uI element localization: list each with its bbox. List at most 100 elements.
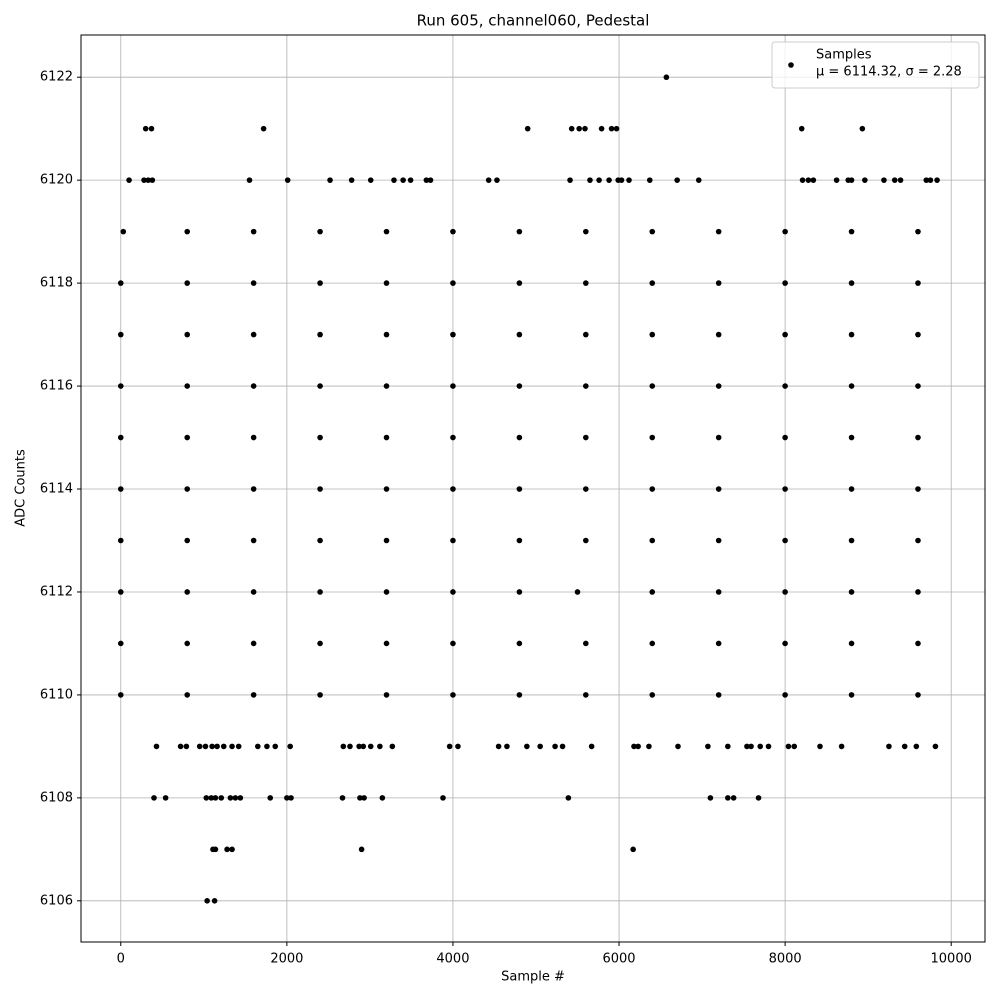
data-point — [524, 125, 531, 132]
data-point — [524, 743, 530, 750]
data-point — [250, 640, 257, 647]
data-point — [613, 125, 620, 132]
data-point — [183, 743, 190, 750]
x-tick-label: 10000 — [931, 952, 972, 967]
data-point — [379, 795, 386, 801]
data-point — [250, 280, 257, 286]
data-point — [504, 743, 510, 750]
data-point — [715, 692, 722, 698]
data-point — [631, 743, 637, 750]
data-point — [725, 795, 731, 801]
data-point — [317, 280, 323, 286]
data-point — [272, 743, 279, 750]
data-point — [117, 331, 124, 338]
data-point — [367, 177, 374, 183]
plot-frame — [80, 34, 986, 943]
data-point — [715, 434, 722, 441]
data-point — [715, 228, 722, 235]
data-point — [232, 795, 239, 801]
y-tick-label: 6106 — [40, 893, 73, 908]
data-point — [848, 640, 855, 647]
data-point — [934, 177, 940, 183]
data-point — [583, 486, 589, 492]
data-point — [450, 383, 456, 389]
data-point — [450, 692, 456, 698]
data-point — [805, 177, 812, 183]
y-tick-label: 6108 — [40, 790, 73, 805]
data-point — [455, 743, 461, 750]
data-point — [516, 486, 523, 492]
y-tick-label: 6116 — [40, 379, 73, 394]
y-axis-label: ADC Counts — [14, 449, 29, 527]
data-point — [848, 589, 855, 595]
data-point — [450, 331, 456, 338]
data-point — [250, 434, 257, 441]
x-tick-label: 4000 — [436, 952, 469, 967]
data-point — [715, 537, 722, 544]
data-point — [782, 486, 788, 492]
data-point — [516, 280, 523, 286]
data-point — [317, 383, 323, 389]
data-point — [516, 383, 523, 389]
data-point — [516, 434, 523, 441]
data-point — [214, 743, 220, 750]
data-point — [184, 383, 191, 389]
data-point — [450, 486, 456, 492]
data-point — [848, 486, 855, 492]
data-point — [229, 846, 235, 853]
data-point — [782, 331, 788, 338]
data-point — [450, 537, 456, 544]
data-point — [707, 795, 714, 801]
data-point — [389, 743, 396, 750]
data-point — [340, 743, 347, 750]
data-point — [649, 537, 656, 544]
data-point — [317, 537, 323, 544]
data-point — [184, 589, 191, 595]
data-point — [250, 331, 257, 338]
data-point — [184, 228, 191, 235]
y-tick-label: 6122 — [40, 70, 73, 85]
data-point — [649, 692, 656, 698]
data-point — [177, 743, 184, 750]
data-point — [212, 846, 219, 853]
data-point — [440, 795, 446, 801]
data-point — [196, 743, 203, 750]
data-point — [715, 331, 722, 338]
data-point — [785, 743, 792, 750]
data-point — [250, 692, 257, 698]
data-point — [782, 383, 788, 389]
data-point — [237, 795, 244, 801]
data-point — [117, 383, 124, 389]
data-point — [675, 743, 681, 750]
data-point — [450, 434, 456, 441]
data-point — [383, 228, 390, 235]
data-point — [117, 486, 124, 492]
data-point — [552, 743, 558, 750]
data-point — [485, 177, 492, 183]
data-point — [367, 743, 374, 750]
data-point — [848, 228, 855, 235]
x-tick-label: 8000 — [769, 952, 802, 967]
data-point — [901, 743, 908, 750]
y-tick-label: 6110 — [40, 687, 73, 702]
data-point — [848, 280, 855, 286]
data-point — [881, 177, 887, 183]
data-point — [383, 434, 390, 441]
data-point — [383, 537, 390, 544]
data-point — [730, 795, 737, 801]
data-point — [630, 846, 636, 853]
data-point — [209, 743, 215, 750]
data-point — [649, 589, 656, 595]
data-point — [145, 177, 151, 183]
x-tick-label: 6000 — [602, 952, 635, 967]
data-point — [649, 434, 656, 441]
x-tick-label: 2000 — [270, 952, 303, 967]
data-point — [117, 434, 124, 441]
data-point — [117, 640, 124, 647]
data-point — [583, 692, 589, 698]
data-point — [596, 177, 602, 183]
data-point — [598, 125, 605, 132]
data-point — [202, 743, 209, 750]
data-point — [141, 177, 147, 183]
